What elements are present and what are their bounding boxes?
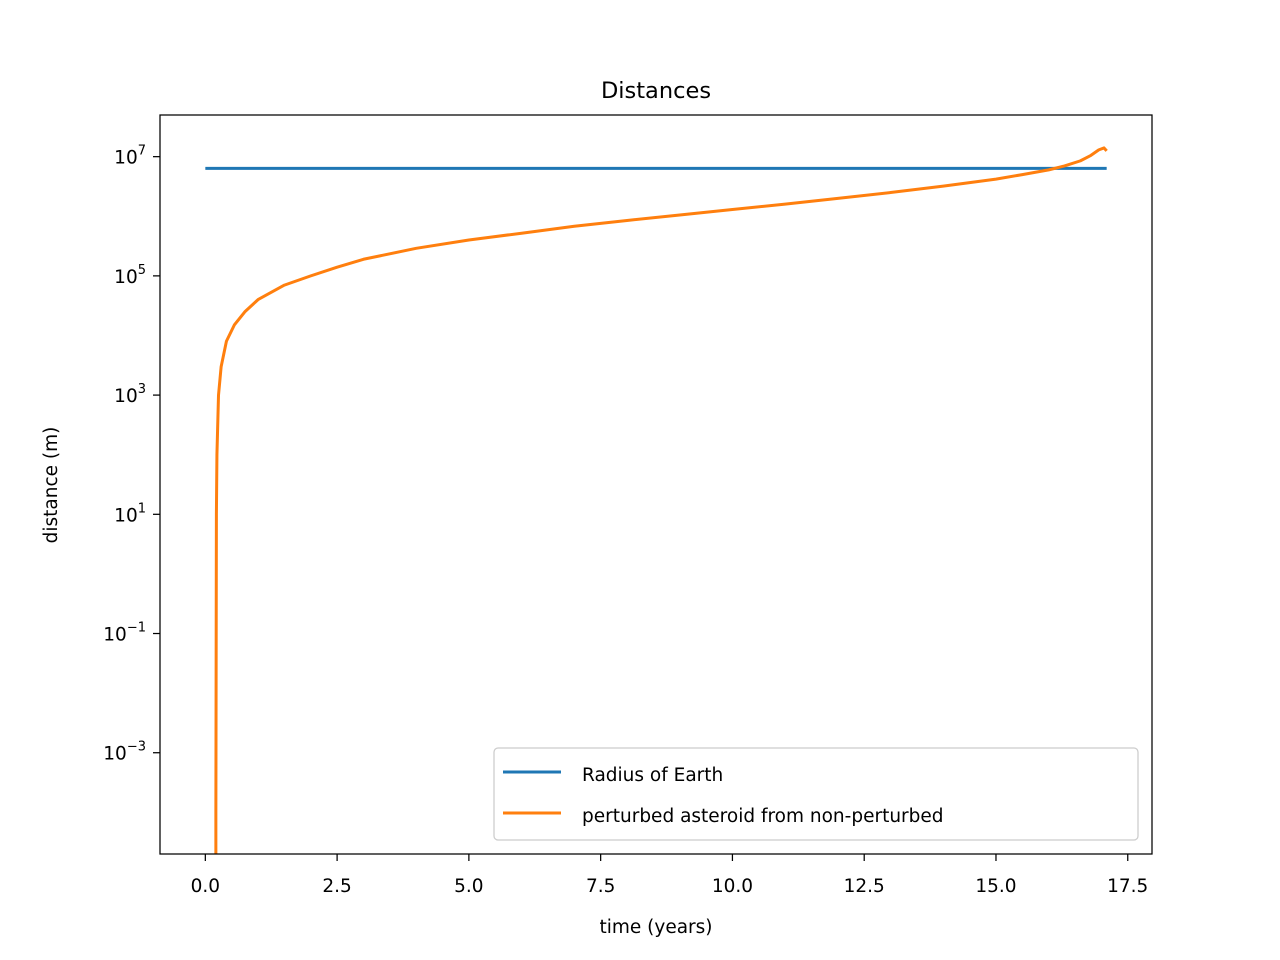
y-axis-label: distance (m) <box>41 427 62 544</box>
y-tick-label: 101 <box>114 501 146 526</box>
x-tick-label: 17.5 <box>1107 876 1148 897</box>
plot-frame <box>159 114 1153 855</box>
x-tick-label: 0.0 <box>191 876 220 897</box>
x-axis-label: time (years) <box>599 917 712 938</box>
legend: Radius of Earth perturbed asteroid from … <box>493 747 1139 841</box>
x-tick-label: 2.5 <box>322 876 351 897</box>
y-tick-label: 10−1 <box>103 621 146 646</box>
y-tick-label: 10−3 <box>103 740 146 765</box>
x-tick-label: 15.0 <box>975 876 1016 897</box>
x-tick-label: 12.5 <box>844 876 885 897</box>
y-axis-ticks: 107 105 103 101 10−1 10−3 <box>103 144 160 765</box>
x-axis-ticks: 0.0 2.5 5.0 7.5 10.0 12.5 15.0 17.5 <box>191 854 1148 897</box>
x-tick-label: 10.0 <box>712 876 753 897</box>
y-tick-label: 105 <box>114 263 146 288</box>
legend-label-perturbed-asteroid: perturbed asteroid from non-perturbed <box>582 806 944 827</box>
series-line-1 <box>214 146 1108 854</box>
chart-title: Distances <box>601 78 711 104</box>
x-tick-label: 5.0 <box>454 876 483 897</box>
y-tick-label: 107 <box>114 144 146 169</box>
x-tick-label: 7.5 <box>586 876 615 897</box>
legend-box <box>493 747 1139 841</box>
y-tick-label: 103 <box>114 382 146 407</box>
legend-label-radius-of-earth: Radius of Earth <box>582 765 723 786</box>
series-layer <box>205 146 1108 854</box>
